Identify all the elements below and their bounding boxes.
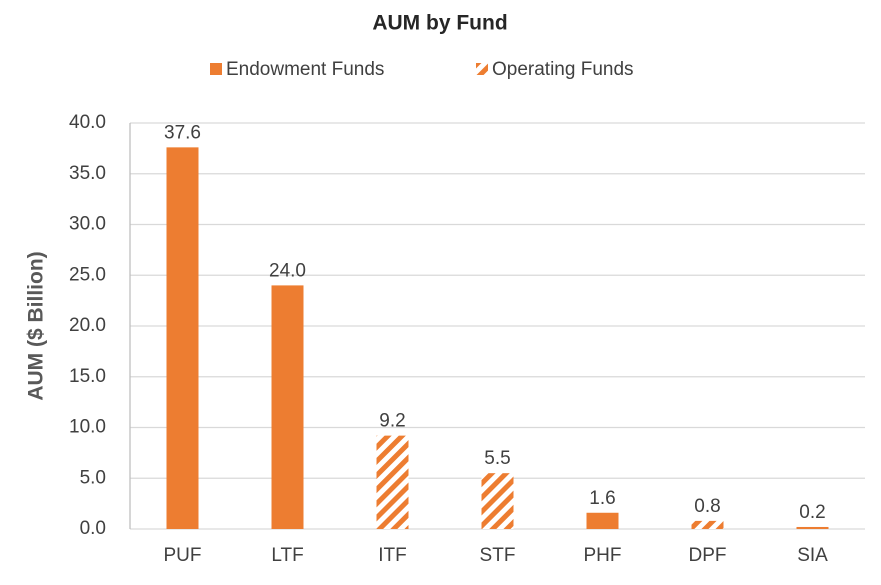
y-tick-label: 0.0 bbox=[80, 518, 106, 539]
x-tick-label: DPF bbox=[689, 545, 727, 566]
bar bbox=[481, 473, 514, 529]
data-label: 1.6 bbox=[589, 488, 615, 509]
data-label: 5.5 bbox=[484, 448, 510, 469]
data-label: 0.2 bbox=[799, 502, 825, 523]
x-tick-label: PUF bbox=[164, 545, 202, 566]
bar bbox=[586, 512, 619, 529]
y-tick-label: 35.0 bbox=[69, 163, 106, 184]
legend-swatch bbox=[476, 63, 488, 75]
bar bbox=[166, 147, 199, 530]
legend-label: Endowment Funds bbox=[226, 59, 384, 80]
y-tick-label: 5.0 bbox=[80, 467, 106, 488]
bar bbox=[271, 285, 304, 529]
y-tick-label: 15.0 bbox=[69, 366, 106, 387]
legend-label: Operating Funds bbox=[492, 59, 634, 80]
y-tick-label: 40.0 bbox=[69, 112, 106, 133]
y-tick-label: 20.0 bbox=[69, 315, 106, 336]
x-tick-label: ITF bbox=[378, 545, 407, 566]
x-tick-label: SIA bbox=[797, 545, 828, 566]
chart-title: AUM by Fund bbox=[372, 12, 507, 35]
data-label: 24.0 bbox=[269, 260, 306, 281]
data-label: 0.8 bbox=[694, 496, 720, 517]
data-label: 9.2 bbox=[379, 411, 405, 432]
bar bbox=[691, 520, 724, 529]
legend-swatch bbox=[210, 63, 222, 75]
x-tick-label: PHF bbox=[584, 545, 622, 566]
y-axis-label: AUM ($ Billion) bbox=[25, 251, 48, 400]
y-tick-label: 25.0 bbox=[69, 264, 106, 285]
bar bbox=[376, 435, 409, 529]
y-tick-label: 10.0 bbox=[69, 417, 106, 438]
data-label: 37.6 bbox=[164, 122, 201, 143]
x-tick-label: STF bbox=[480, 545, 516, 566]
x-tick-label: LTF bbox=[271, 545, 303, 566]
bar bbox=[796, 526, 829, 529]
y-tick-label: 30.0 bbox=[69, 214, 106, 235]
